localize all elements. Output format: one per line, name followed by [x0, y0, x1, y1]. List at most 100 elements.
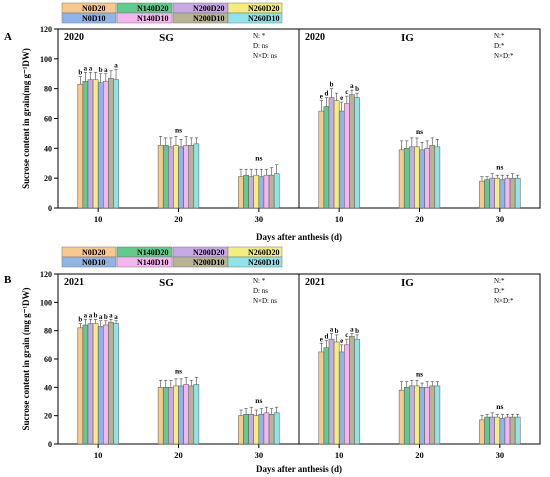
- y-tick-label: 80: [44, 327, 52, 336]
- legend-swatch: [61, 256, 117, 268]
- significance-letter: a: [104, 66, 108, 74]
- significance-letter: a: [84, 64, 88, 72]
- legend-label: N0D20: [82, 4, 106, 13]
- bar: [77, 327, 84, 445]
- bar: [494, 416, 501, 445]
- panel-year: 2020: [64, 32, 84, 43]
- bar: [92, 323, 99, 445]
- bar: [403, 387, 410, 445]
- y-axis-title: Sucrose content in grain(mg g⁻¹DW): [21, 48, 31, 189]
- bar: [248, 176, 254, 209]
- legend-label: N260D10: [248, 258, 280, 267]
- legend-label: N200D10: [193, 14, 225, 23]
- y-tick-label: 60: [44, 115, 52, 124]
- significance-label: ns: [255, 154, 262, 163]
- legend-swatch: [227, 256, 283, 268]
- bar: [77, 83, 84, 209]
- bar: [333, 100, 340, 209]
- significance-letter: b: [78, 69, 82, 77]
- bar: [87, 323, 94, 445]
- bar: [157, 145, 164, 209]
- significance-letter: a: [350, 82, 354, 90]
- bar: [162, 145, 169, 209]
- significance-letter: a: [109, 311, 113, 319]
- bar: [484, 179, 490, 209]
- panel-title: IG: [401, 277, 414, 289]
- panel-stat: N: *: [253, 32, 266, 40]
- bar: [398, 149, 405, 209]
- y-tick-label: 40: [44, 144, 52, 153]
- bar: [92, 79, 99, 209]
- bar: [419, 149, 425, 209]
- bar: [414, 385, 420, 445]
- bar: [168, 387, 174, 445]
- bar: [162, 387, 169, 445]
- bar: [349, 336, 355, 445]
- significance-letter: b: [355, 85, 359, 93]
- panel-stat: N×D: ns: [253, 297, 277, 305]
- bar: [504, 416, 511, 445]
- bar: [479, 180, 485, 209]
- bar: [273, 412, 280, 445]
- bar: [344, 344, 350, 445]
- bar: [82, 324, 89, 445]
- bar: [429, 145, 436, 209]
- bar: [82, 80, 89, 209]
- bar: [504, 177, 511, 209]
- panel-stat: N:*: [494, 277, 505, 285]
- bar: [514, 177, 521, 209]
- bar: [243, 174, 249, 209]
- bar: [253, 415, 260, 445]
- y-tick-label: 20: [44, 412, 52, 421]
- significance-letter: b: [330, 81, 334, 89]
- x-tick-label: 30: [255, 450, 264, 460]
- significance-label: ns: [416, 369, 423, 378]
- bar: [97, 326, 104, 445]
- bar: [509, 177, 516, 209]
- y-tick-label: 120: [40, 25, 52, 34]
- bar: [398, 389, 405, 445]
- y-tick-label: 20: [44, 174, 52, 183]
- bar: [328, 97, 335, 209]
- bar: [258, 414, 265, 445]
- bar: [403, 148, 410, 209]
- figure-panel-label: B: [4, 274, 12, 286]
- bar: [434, 385, 441, 445]
- y-axis-title: Sucrose content in grain (mg g⁻¹DW): [21, 287, 31, 430]
- bar: [97, 82, 104, 209]
- significance-letter: a: [89, 311, 93, 319]
- significance-letter: c: [345, 331, 348, 339]
- x-axis-title: Days after anthesis (d): [256, 232, 342, 242]
- y-tick-label: 100: [40, 298, 52, 307]
- bar: [108, 77, 114, 209]
- bar: [424, 148, 430, 209]
- legend-label: N200D10: [193, 258, 225, 267]
- panel-stat: D:*: [494, 287, 505, 295]
- bar: [183, 145, 189, 209]
- chart-legend: N0D20 N140D20 N200D20 N260D20 N0D10 N140D10 N2…: [61, 246, 283, 268]
- bar: [193, 384, 200, 445]
- bar: [238, 415, 244, 445]
- bar: [193, 143, 200, 209]
- panel-year: 2020: [305, 32, 325, 43]
- bar: [263, 412, 270, 445]
- bar: [178, 385, 184, 445]
- significance-letter: b: [99, 66, 103, 74]
- significance-letter: a: [84, 311, 88, 319]
- bar: [338, 110, 345, 209]
- y-tick-label: 80: [44, 85, 52, 94]
- bar: [173, 385, 179, 445]
- bar: [344, 103, 350, 209]
- x-tick-label: 10: [335, 450, 344, 460]
- significance-label: ns: [255, 396, 262, 405]
- legend-label: N200D20: [193, 248, 225, 257]
- x-tick-label: 10: [94, 450, 103, 460]
- significance-label: ns: [496, 402, 503, 411]
- bar: [409, 146, 415, 209]
- significance-letter: a: [114, 313, 118, 321]
- legend-swatch: [227, 12, 283, 24]
